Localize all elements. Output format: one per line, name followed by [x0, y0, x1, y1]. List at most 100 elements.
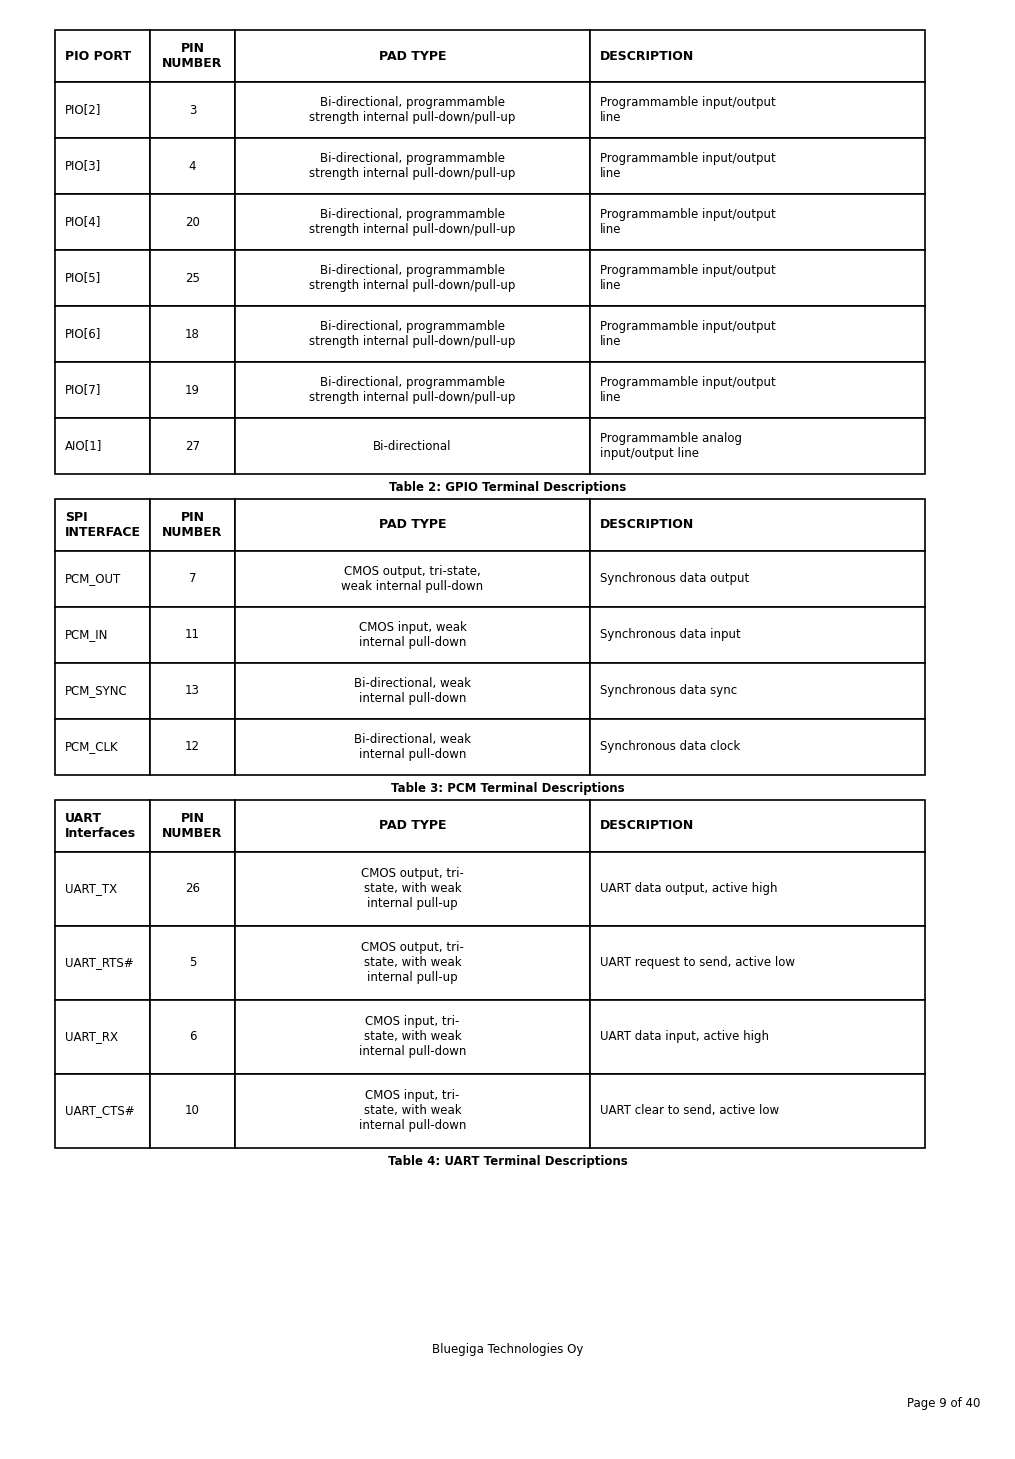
- Text: Synchronous data clock: Synchronous data clock: [600, 740, 740, 753]
- Text: UART
Interfaces: UART Interfaces: [65, 811, 136, 839]
- Text: PCM_SYNC: PCM_SYNC: [65, 684, 128, 697]
- Text: 3: 3: [189, 104, 196, 117]
- Bar: [55, 417, 150, 474]
- Text: Synchronous data sync: Synchronous data sync: [600, 684, 737, 697]
- Bar: [55, 362, 150, 417]
- Text: Programmamble input/output
line: Programmamble input/output line: [600, 96, 775, 124]
- Text: AIO[1]: AIO[1]: [65, 439, 103, 452]
- Text: Table 2: GPIO Terminal Descriptions: Table 2: GPIO Terminal Descriptions: [389, 481, 626, 495]
- Text: 6: 6: [189, 1030, 196, 1043]
- Bar: [55, 499, 150, 552]
- Text: Synchronous data output: Synchronous data output: [600, 572, 749, 585]
- Text: 19: 19: [185, 384, 200, 397]
- Text: Bi-directional, programmamble
strength internal pull-down/pull-up: Bi-directional, programmamble strength i…: [310, 96, 516, 124]
- Text: 11: 11: [185, 629, 200, 642]
- Text: PIO[6]: PIO[6]: [65, 327, 102, 340]
- Bar: [55, 31, 150, 82]
- Bar: [150, 417, 235, 474]
- Text: Bi-directional, programmamble
strength internal pull-down/pull-up: Bi-directional, programmamble strength i…: [310, 152, 516, 179]
- Text: Bi-directional, programmamble
strength internal pull-down/pull-up: Bi-directional, programmamble strength i…: [310, 320, 516, 349]
- Text: PAD TYPE: PAD TYPE: [379, 50, 447, 63]
- Bar: [235, 139, 590, 194]
- Bar: [235, 800, 590, 852]
- Text: 7: 7: [189, 572, 196, 585]
- Text: Synchronous data input: Synchronous data input: [600, 629, 741, 642]
- Bar: [590, 1074, 925, 1148]
- Bar: [150, 552, 235, 607]
- Bar: [150, 852, 235, 925]
- Bar: [55, 249, 150, 306]
- Text: PIO[7]: PIO[7]: [65, 384, 102, 397]
- Text: PIO[3]: PIO[3]: [65, 159, 102, 172]
- Text: CMOS input, weak
internal pull-down: CMOS input, weak internal pull-down: [358, 620, 467, 649]
- Bar: [235, 852, 590, 925]
- Text: Programmamble input/output
line: Programmamble input/output line: [600, 320, 775, 349]
- Text: Bluegiga Technologies Oy: Bluegiga Technologies Oy: [431, 1342, 584, 1355]
- Text: UART_RX: UART_RX: [65, 1030, 118, 1043]
- Bar: [150, 139, 235, 194]
- Text: UART_TX: UART_TX: [65, 883, 117, 896]
- Bar: [150, 662, 235, 719]
- Text: DESCRIPTION: DESCRIPTION: [600, 818, 694, 832]
- Bar: [590, 31, 925, 82]
- Text: PIO PORT: PIO PORT: [65, 50, 131, 63]
- Text: UART data input, active high: UART data input, active high: [600, 1030, 769, 1043]
- Text: Bi-directional, programmamble
strength internal pull-down/pull-up: Bi-directional, programmamble strength i…: [310, 376, 516, 404]
- Text: CMOS output, tri-state,
weak internal pull-down: CMOS output, tri-state, weak internal pu…: [341, 565, 483, 592]
- Bar: [55, 662, 150, 719]
- Text: 12: 12: [185, 740, 200, 753]
- Text: DESCRIPTION: DESCRIPTION: [600, 518, 694, 531]
- Text: 10: 10: [185, 1104, 200, 1118]
- Bar: [150, 607, 235, 662]
- Bar: [150, 194, 235, 249]
- Text: UART request to send, active low: UART request to send, active low: [600, 956, 795, 969]
- Text: PIN
NUMBER: PIN NUMBER: [162, 511, 222, 538]
- Bar: [235, 82, 590, 139]
- Bar: [55, 306, 150, 362]
- Bar: [150, 999, 235, 1074]
- Text: Bi-directional, programmamble
strength internal pull-down/pull-up: Bi-directional, programmamble strength i…: [310, 209, 516, 236]
- Bar: [590, 800, 925, 852]
- Text: PCM_CLK: PCM_CLK: [65, 740, 119, 753]
- Bar: [55, 194, 150, 249]
- Bar: [590, 607, 925, 662]
- Bar: [150, 362, 235, 417]
- Bar: [55, 82, 150, 139]
- Text: 25: 25: [185, 271, 200, 285]
- Bar: [590, 417, 925, 474]
- Text: DESCRIPTION: DESCRIPTION: [600, 50, 694, 63]
- Bar: [235, 552, 590, 607]
- Bar: [235, 499, 590, 552]
- Bar: [235, 417, 590, 474]
- Text: PIO[4]: PIO[4]: [65, 216, 102, 229]
- Bar: [235, 249, 590, 306]
- Text: UART_CTS#: UART_CTS#: [65, 1104, 135, 1118]
- Bar: [150, 800, 235, 852]
- Bar: [55, 607, 150, 662]
- Bar: [590, 662, 925, 719]
- Text: UART clear to send, active low: UART clear to send, active low: [600, 1104, 780, 1118]
- Text: 18: 18: [185, 327, 200, 340]
- Text: CMOS input, tri-
state, with weak
internal pull-down: CMOS input, tri- state, with weak intern…: [359, 1088, 466, 1132]
- Bar: [235, 662, 590, 719]
- Bar: [150, 82, 235, 139]
- Bar: [235, 999, 590, 1074]
- Text: Programmamble input/output
line: Programmamble input/output line: [600, 209, 775, 236]
- Text: 4: 4: [189, 159, 196, 172]
- Bar: [55, 1074, 150, 1148]
- Bar: [235, 362, 590, 417]
- Text: UART data output, active high: UART data output, active high: [600, 883, 777, 896]
- Text: Programmamble input/output
line: Programmamble input/output line: [600, 152, 775, 179]
- Text: 27: 27: [185, 439, 200, 452]
- Bar: [590, 719, 925, 775]
- Bar: [235, 306, 590, 362]
- Bar: [150, 719, 235, 775]
- Bar: [55, 800, 150, 852]
- Text: Programmamble input/output
line: Programmamble input/output line: [600, 376, 775, 404]
- Bar: [590, 362, 925, 417]
- Bar: [150, 925, 235, 999]
- Bar: [55, 999, 150, 1074]
- Text: PIN
NUMBER: PIN NUMBER: [162, 42, 222, 70]
- Bar: [235, 31, 590, 82]
- Text: Bi-directional, weak
internal pull-down: Bi-directional, weak internal pull-down: [354, 677, 471, 705]
